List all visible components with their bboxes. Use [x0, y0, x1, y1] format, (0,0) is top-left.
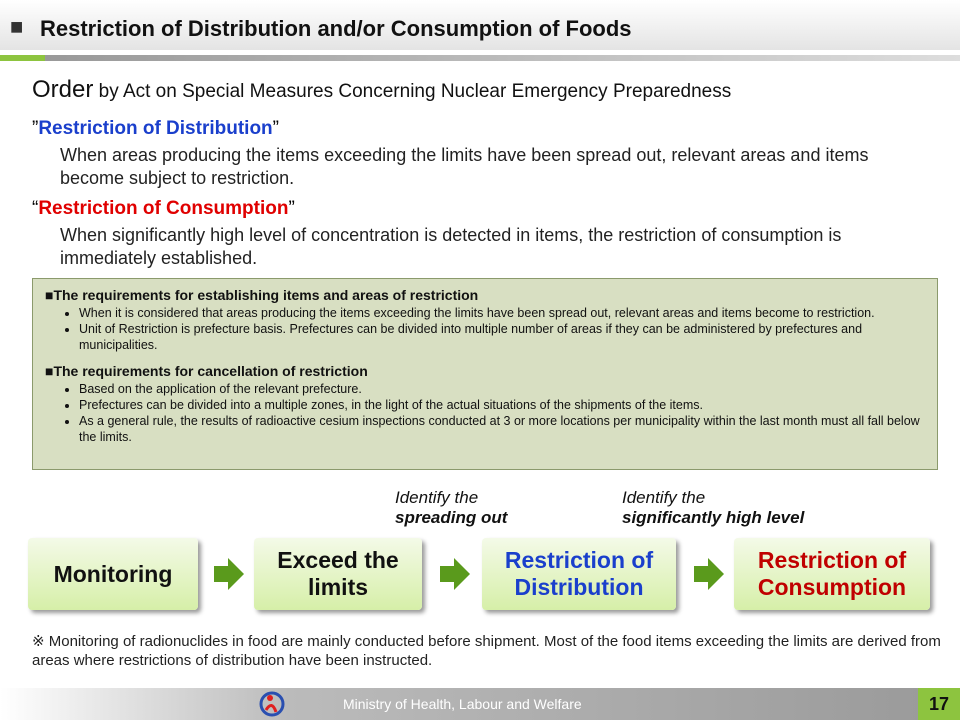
bullet: Prefectures can be divided into a multip… — [79, 397, 937, 413]
note-line: spreading out — [395, 508, 508, 527]
note-line: Identify the — [622, 488, 706, 507]
bullet: As a general rule, the results of radioa… — [79, 413, 937, 445]
definition-text: When areas producing the items exceeding… — [60, 145, 869, 188]
arrow — [214, 558, 244, 590]
header-bar — [0, 0, 960, 50]
quote: ” — [32, 118, 39, 139]
title: Restriction of Distribution and/or Consu… — [40, 16, 632, 41]
bullet: Unit of Restriction is prefecture basis.… — [79, 321, 937, 353]
definition: ”Restriction of Distribution” When areas… — [32, 118, 900, 190]
flow-step: Restriction of Distribution — [482, 538, 676, 610]
arrow — [694, 558, 724, 590]
quote: ” — [288, 198, 295, 219]
flow-note: Identify the spreading out — [395, 488, 507, 528]
flow-note: Identify the significantly high level — [622, 488, 804, 528]
header-rule — [0, 55, 960, 61]
order-lead: Order — [32, 76, 94, 103]
quote: ” — [272, 118, 279, 139]
flow-step: Exceed the limits — [254, 538, 422, 610]
order-text: by Act on Special Measures Concerning Nu… — [98, 81, 732, 102]
flow-step: Monitoring — [28, 538, 198, 610]
note-line: significantly high level — [622, 508, 805, 527]
ministry: Ministry of Health, Labour and Welfare — [343, 696, 582, 712]
footer-bar — [0, 688, 960, 720]
order-line: Order by Act on Special Measures Concern… — [32, 76, 731, 104]
term: Restriction of Consumption — [38, 198, 289, 219]
logo — [259, 691, 285, 717]
footnote: ※ Monitoring of radionuclides in food ar… — [32, 633, 941, 669]
arrows — [214, 558, 724, 590]
note-line: Identify the — [395, 488, 479, 507]
flow-step: Restriction of Consumption — [734, 538, 930, 610]
quote: “ — [32, 198, 39, 219]
arrow — [440, 558, 470, 590]
definition: “Restriction of Consumption” When signif… — [32, 198, 900, 270]
section-heading: ■The requirements for cancellation of re… — [45, 363, 368, 379]
page-number: 17 — [918, 688, 960, 720]
requirements-box: ■The requirements for establishing items… — [32, 278, 938, 470]
term: Restriction of Distribution — [38, 118, 273, 139]
definition-text: When significantly high level of concent… — [60, 225, 842, 268]
bullet: Based on the application of the relevant… — [79, 381, 937, 397]
bullet: When it is considered that areas produci… — [79, 305, 937, 321]
section-heading: ■The requirements for establishing items… — [45, 287, 479, 303]
title-bullet: ■ — [10, 14, 24, 39]
